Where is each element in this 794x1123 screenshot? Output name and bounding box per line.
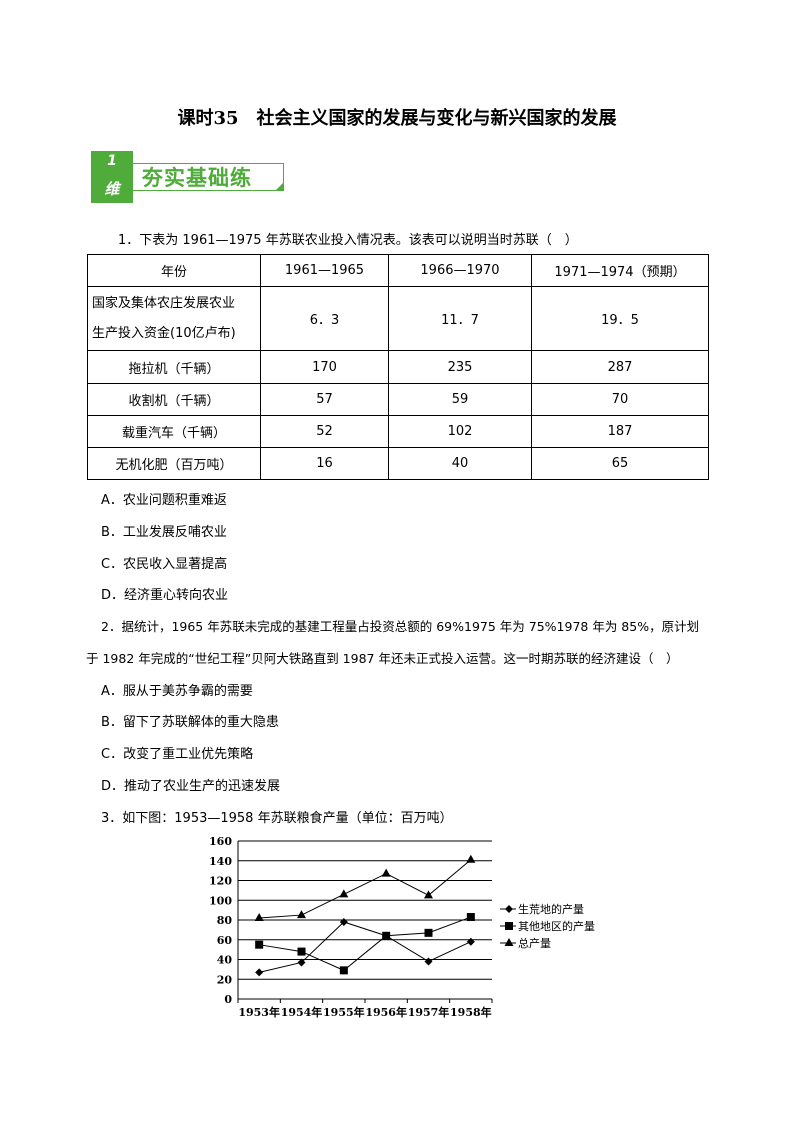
- data-point-diamond: [424, 957, 433, 966]
- legend-marker-triangle: [504, 938, 514, 946]
- cell: 52: [260, 415, 389, 448]
- table-row: 收割机（千辆） 57 59 70: [87, 383, 709, 416]
- cell: 59: [388, 383, 532, 416]
- row-label-line: 国家及集体农庄发展农业: [92, 295, 236, 311]
- legend-label: 生荒地的产量: [518, 902, 584, 916]
- y-tick-label: 80: [217, 914, 233, 927]
- cell: 16: [260, 447, 389, 480]
- data-point-triangle: [424, 890, 433, 899]
- badge-corner: [276, 182, 284, 190]
- data-point-triangle: [297, 910, 306, 919]
- data-point-diamond: [339, 917, 348, 926]
- series-line-square: [259, 916, 472, 971]
- cell: 57: [260, 383, 389, 416]
- row-label: 无机化肥（百万吨）: [87, 447, 261, 480]
- data-point-triangle: [466, 854, 476, 863]
- data-point-square: [297, 947, 306, 956]
- x-tick-label: 1957年: [408, 1005, 450, 1019]
- grain-output-chart: 0 20 40 60 80 100 120 140 160 1953年 1954年 1955年 1956…: [209, 835, 595, 1019]
- page-title: 课时35 社会主义国家的发展与变化与新兴国家的发展: [177, 108, 617, 129]
- row-label: 收割机（千辆）: [87, 383, 261, 416]
- table-row: 无机化肥（百万吨） 16 40 65: [87, 447, 709, 480]
- x-tick-label: 1958年: [450, 1005, 492, 1019]
- y-tick-label: 120: [209, 875, 232, 888]
- table-row: 拖拉机（千辆） 170 235 287: [87, 350, 709, 384]
- badge-box: [91, 151, 133, 203]
- cell: 40: [388, 447, 532, 480]
- row-label: 拖拉机（千辆）: [87, 350, 261, 384]
- data-point-diamond: [297, 958, 306, 967]
- cell: 19．5: [531, 286, 709, 351]
- agriculture-table: 年份 1961—1965 1966—1970 1971—1974（预期） 国家及…: [87, 254, 709, 480]
- header-cell: 1961—1965: [260, 254, 389, 287]
- data-point-square: [424, 928, 433, 937]
- header-cell: 年份: [87, 254, 261, 287]
- table-row: 国家及集体农庄发展农业 生产投入资金(10亿卢布) 6．3 11．7 19．5: [87, 286, 709, 351]
- y-tick-label: 100: [209, 894, 232, 907]
- q1-option-d: D．经济重心转向农业: [101, 588, 229, 603]
- data-point-triangle: [381, 868, 391, 877]
- y-tick-label: 0: [224, 993, 232, 1006]
- q2-option-b: B．留下了苏联解体的重大隐患: [101, 715, 279, 730]
- data-point-diamond: [466, 937, 475, 946]
- badge-number: 1: [107, 153, 117, 169]
- badge-suffix: 维: [104, 180, 120, 198]
- question-3-stem: 3．如下图：1953—1958 年苏联粮食产量（单位：百万吨）: [101, 811, 453, 826]
- legend-marker-square: [505, 922, 513, 930]
- cell: 65: [531, 447, 709, 480]
- q1-option-a: A．农业问题积重难返: [101, 493, 227, 508]
- x-tick-label: 1954年: [281, 1005, 323, 1019]
- row-label: 国家及集体农庄发展农业 生产投入资金(10亿卢布): [87, 286, 261, 351]
- cell: 70: [531, 383, 709, 416]
- badge-frame: [133, 163, 284, 191]
- cell: 235: [388, 350, 532, 384]
- row-label: 载重汽车（千辆）: [87, 415, 261, 448]
- cell: 102: [388, 415, 532, 448]
- x-tick-label: 1953年: [238, 1005, 280, 1019]
- legend-label: 其他地区的产量: [518, 919, 595, 933]
- q1-option-c: C．农民收入显著提高: [101, 557, 228, 572]
- data-point-triangle: [254, 913, 264, 922]
- badge-label: 夯实基础练: [142, 166, 252, 190]
- cell: 6．3: [260, 286, 389, 351]
- table-row: 载重汽车（千辆） 52 102 187: [87, 415, 709, 448]
- question-1-stem: 1．下表为 1961—1975 年苏联农业投入情况表。该表可以说明当时苏联（ ）: [118, 233, 578, 248]
- cell: 11．7: [388, 286, 532, 351]
- question-2-line-2: 于 1982 年完成的“世纪工程”贝阿大铁路直到 1987 年还未正式投入运营。…: [86, 651, 679, 666]
- y-tick-label: 60: [217, 934, 233, 947]
- y-tick-label: 160: [209, 835, 232, 848]
- data-point-square: [382, 931, 391, 940]
- y-tick-label: 140: [209, 855, 232, 868]
- series-line-diamond: [259, 921, 472, 973]
- q2-option-d: D．推动了农业生产的迅速发展: [101, 779, 281, 794]
- x-tick-label: 1955年: [323, 1005, 365, 1019]
- q1-option-b: B．工业发展反哺农业: [101, 525, 227, 540]
- legend-marker-diamond: [505, 905, 513, 913]
- y-tick-label: 20: [217, 973, 233, 986]
- header-cell: 1966—1970: [388, 254, 532, 287]
- data-point-diamond: [255, 968, 264, 977]
- y-tick-label: 40: [217, 954, 233, 967]
- cell: 187: [531, 415, 709, 448]
- q2-option-a: A．服从于美苏争霸的需要: [101, 684, 253, 699]
- data-point-square: [255, 940, 264, 949]
- question-2-line-1: 2．据统计，1965 年苏联未完成的基建工程量占投资总额的 69%1975 年为…: [101, 619, 700, 634]
- q2-option-c: C．改变了重工业优先策略: [101, 747, 254, 762]
- table-header-row: 年份 1961—1965 1966—1970 1971—1974（预期）: [87, 254, 709, 287]
- header-cell: 1971—1974（预期）: [531, 254, 709, 287]
- legend-label: 总产量: [518, 936, 551, 950]
- cell: 170: [260, 350, 389, 384]
- row-label-line: 生产投入资金(10亿卢布): [92, 325, 236, 341]
- series-line-triangle: [259, 859, 472, 919]
- cell: 287: [531, 350, 709, 384]
- data-point-square: [466, 913, 475, 922]
- x-tick-label: 1956年: [365, 1005, 407, 1019]
- data-point-square: [339, 966, 348, 975]
- data-point-triangle: [339, 889, 349, 898]
